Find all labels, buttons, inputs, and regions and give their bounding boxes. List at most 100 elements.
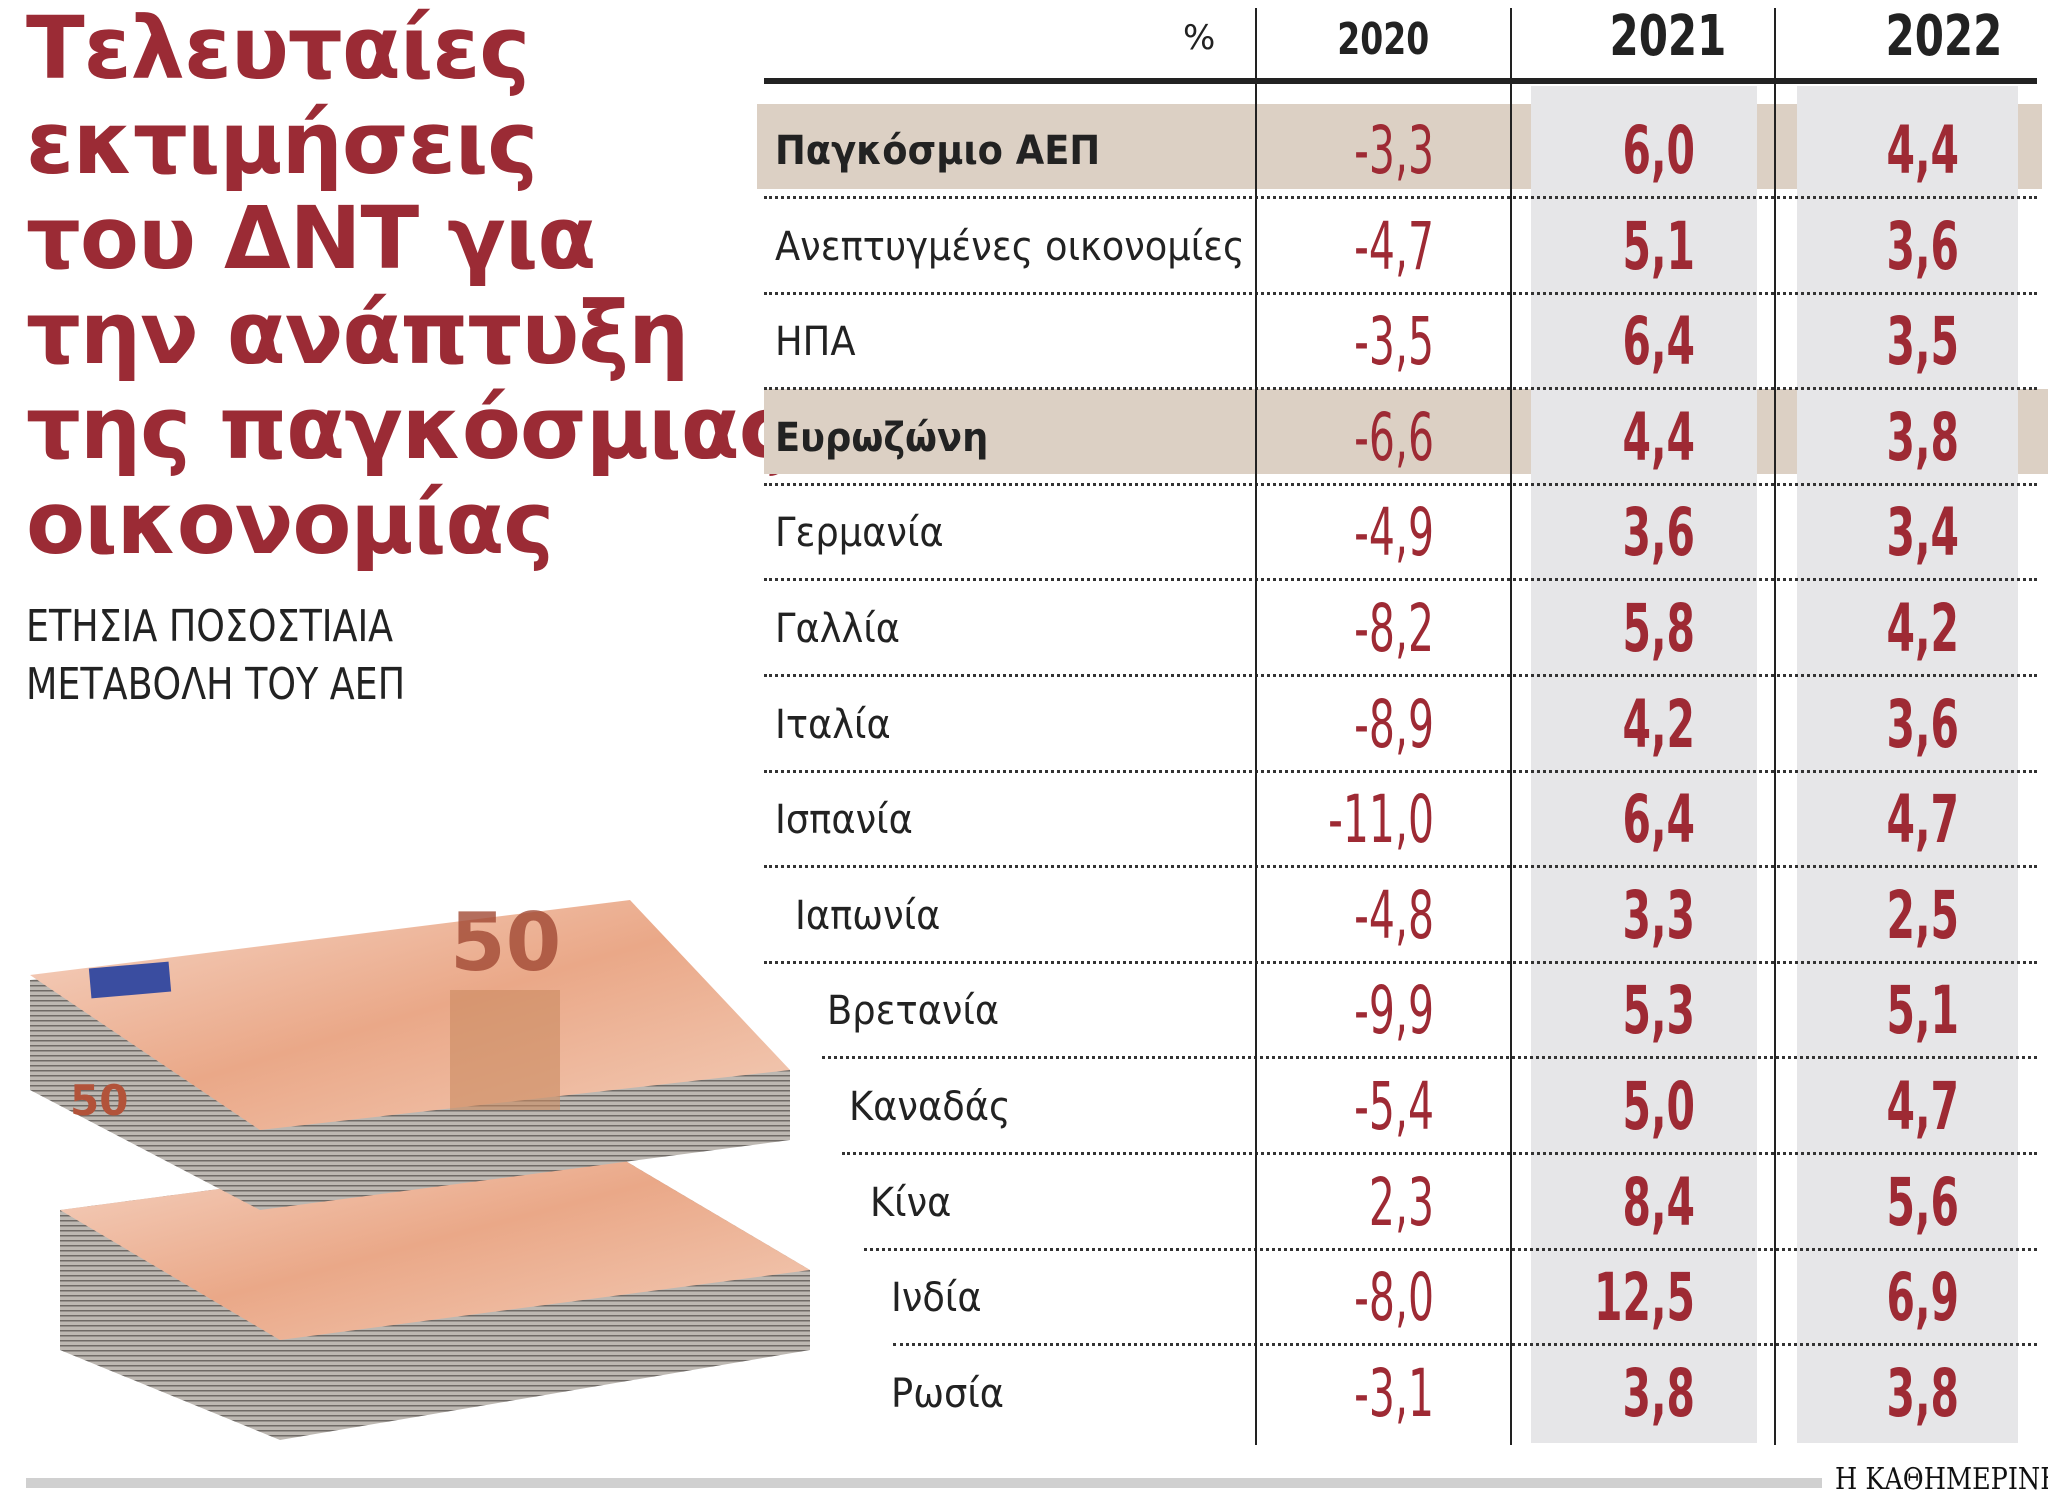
value-2020: -4,8 bbox=[1354, 876, 1434, 954]
table-row: Παγκόσμιο ΑΕΠ -3,3 6,0 4,4 bbox=[0, 104, 2048, 199]
value-2022: 3,6 bbox=[1886, 207, 1959, 285]
value-2021: 3,3 bbox=[1622, 876, 1695, 954]
table-row: ΗΠΑ -3,5 6,4 3,5 bbox=[0, 295, 2048, 391]
headline-line: εκτιμήσεις bbox=[26, 94, 538, 194]
column-header-2022: 2022 bbox=[1885, 4, 2003, 69]
headline: Τελευταίες εκτιμήσεις του ΔΝΤ για την αν… bbox=[26, 2, 790, 574]
value-2020: -8,0 bbox=[1354, 1259, 1434, 1337]
table-row: Κίνα 2,3 8,4 5,6 bbox=[0, 1156, 2048, 1251]
footer-bar bbox=[26, 1478, 1822, 1488]
column-header-2020: 2020 bbox=[1337, 14, 1430, 65]
value-2021: 6,0 bbox=[1622, 112, 1695, 189]
row-label: ΗΠΑ bbox=[775, 319, 856, 366]
row-label: Καναδάς bbox=[849, 1084, 1011, 1130]
headline-line: οικονομίας bbox=[26, 474, 554, 574]
subtitle: ΕΤΗΣΙΑ ΠΟΣΟΣΤΙΑΙΑ ΜΕΤΑΒΟΛΗ ΤΟΥ ΑΕΠ bbox=[26, 598, 405, 714]
table-row: Γερμανία -4,9 3,6 3,4 bbox=[0, 486, 2048, 582]
table-row: Ανεπτυγμένες οικονομίες -4,7 5,1 3,6 bbox=[0, 200, 2048, 295]
value-2022: 3,5 bbox=[1886, 303, 1959, 381]
value-2021: 12,5 bbox=[1594, 1259, 1695, 1337]
row-separator bbox=[764, 387, 2037, 391]
value-2021: 5,0 bbox=[1622, 1068, 1695, 1145]
row-separator bbox=[893, 1343, 2037, 1347]
table-row: Ευρωζώνη -6,6 4,4 3,8 bbox=[0, 391, 2048, 486]
value-2022: 3,6 bbox=[1886, 685, 1959, 763]
row-separator bbox=[764, 865, 2037, 869]
value-2020: -5,4 bbox=[1354, 1068, 1434, 1145]
table-row: Ισπανία -11,0 6,4 4,7 bbox=[0, 773, 2048, 869]
source-logo: Η ΚΑΘΗΜΕΡΙΝΗ bbox=[1835, 1462, 2048, 1497]
headline-line: της παγκόσμιας bbox=[26, 379, 790, 479]
value-2021: 5,1 bbox=[1622, 207, 1695, 285]
value-2020: 2,3 bbox=[1368, 1163, 1434, 1241]
value-2020: -3,1 bbox=[1354, 1354, 1434, 1432]
value-2020: -8,9 bbox=[1354, 685, 1434, 763]
value-2020: -4,7 bbox=[1354, 207, 1434, 285]
value-2020: -8,2 bbox=[1354, 590, 1434, 667]
column-divider bbox=[1255, 8, 1257, 1445]
value-2022: 4,7 bbox=[1886, 781, 1959, 859]
headline-line: την ανάπτυξη bbox=[26, 284, 689, 384]
table-row: Καναδάς -5,4 5,0 4,7 bbox=[0, 1060, 2048, 1155]
value-2021: 8,4 bbox=[1622, 1163, 1695, 1241]
column-divider bbox=[1510, 8, 1512, 1445]
row-label: Ανεπτυγμένες οικονομίες bbox=[775, 223, 1245, 270]
column-shade-overlay bbox=[1531, 389, 1757, 474]
row-label: Γαλλία bbox=[775, 606, 901, 652]
row-separator bbox=[764, 196, 2037, 199]
value-2022: 6,9 bbox=[1886, 1259, 1959, 1337]
row-label: Ινδία bbox=[891, 1275, 982, 1322]
value-2022: 4,7 bbox=[1886, 1068, 1959, 1145]
value-2021: 6,4 bbox=[1622, 303, 1695, 381]
value-2022: 4,4 bbox=[1886, 112, 1959, 189]
value-2021: 5,3 bbox=[1622, 972, 1695, 1050]
row-label: Γερμανία bbox=[775, 510, 944, 557]
column-header-2021: 2021 bbox=[1609, 4, 1727, 69]
value-2021: 5,8 bbox=[1622, 590, 1695, 667]
row-separator bbox=[842, 1152, 2037, 1155]
table-row: Γαλλία -8,2 5,8 4,2 bbox=[0, 582, 2048, 677]
value-2020: -4,9 bbox=[1354, 494, 1434, 572]
value-2022: 3,4 bbox=[1886, 494, 1959, 572]
svg-text:50: 50 bbox=[70, 1076, 128, 1125]
value-2022: 5,1 bbox=[1886, 972, 1959, 1050]
value-2020: -3,5 bbox=[1354, 303, 1434, 381]
column-shade-overlay bbox=[1797, 104, 2018, 189]
table-row: Ινδία -8,0 12,5 6,9 bbox=[0, 1251, 2048, 1347]
value-2021: 4,2 bbox=[1622, 685, 1695, 763]
svg-text:50: 50 bbox=[450, 896, 561, 989]
subtitle-line: ΕΤΗΣΙΑ ΠΟΣΟΣΤΙΑΙΑ bbox=[26, 601, 394, 652]
table-row: Ιαπωνία -4,8 3,3 2,5 bbox=[0, 869, 2048, 964]
column-divider bbox=[1774, 8, 1776, 1445]
value-2021: 4,4 bbox=[1622, 398, 1695, 476]
euro-banknotes-image: 50 50 bbox=[30, 896, 810, 1440]
row-separator bbox=[764, 769, 2037, 773]
value-2021: 6,4 bbox=[1622, 781, 1695, 859]
row-label: Ευρωζώνη bbox=[775, 414, 989, 461]
row-separator bbox=[822, 1056, 2037, 1060]
row-label: Κίνα bbox=[870, 1179, 952, 1226]
row-separator bbox=[764, 674, 2037, 677]
value-2022: 3,8 bbox=[1886, 398, 1959, 476]
column-shade-overlay bbox=[1797, 389, 2018, 474]
value-2022: 2,5 bbox=[1886, 876, 1959, 954]
row-label: Βρετανία bbox=[827, 988, 1000, 1035]
value-2022: 4,2 bbox=[1886, 590, 1959, 667]
value-2020: -3,3 bbox=[1354, 112, 1434, 189]
value-2020: -11,0 bbox=[1328, 781, 1434, 859]
value-2021: 3,8 bbox=[1622, 1354, 1695, 1432]
row-separator bbox=[764, 482, 2037, 486]
row-separator bbox=[864, 1247, 2037, 1251]
row-separator bbox=[764, 960, 2037, 964]
row-separator bbox=[764, 578, 2037, 582]
value-2020: -9,9 bbox=[1354, 972, 1434, 1050]
row-label: Ισπανία bbox=[775, 797, 913, 844]
column-shade-overlay bbox=[1531, 104, 1757, 189]
value-2022: 5,6 bbox=[1886, 1163, 1959, 1241]
row-label: Ρωσία bbox=[891, 1370, 1005, 1417]
row-label: Ιαπωνία bbox=[795, 892, 941, 939]
row-label: Ιταλία bbox=[775, 701, 891, 748]
value-2022: 3,8 bbox=[1886, 1354, 1959, 1432]
header-rule bbox=[764, 78, 2037, 84]
headline-line: του ΔΝΤ για bbox=[26, 189, 596, 289]
